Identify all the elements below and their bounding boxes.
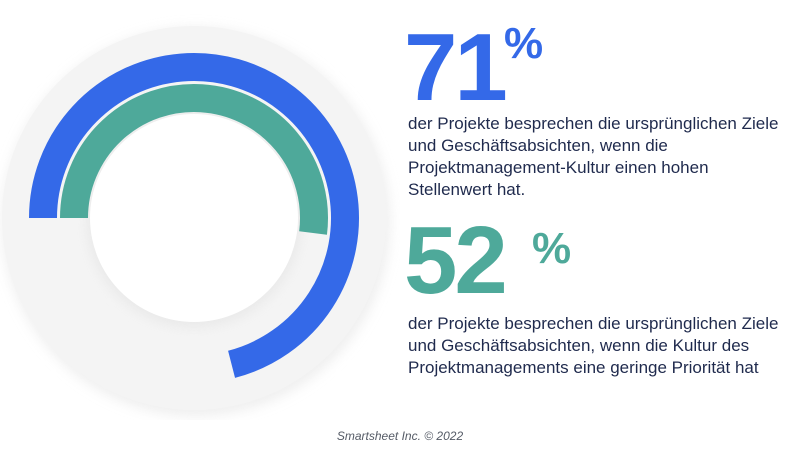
stat-1-number: 71 <box>404 14 508 121</box>
stat-1-description: der Projekte besprechen die ursprünglich… <box>408 114 779 199</box>
footer-credit: Smartsheet Inc. © 2022 <box>336 429 464 443</box>
arc-layer <box>29 53 359 378</box>
radial-chart <box>2 26 390 416</box>
inner-disc <box>90 114 298 322</box>
stat-2-number: 52 <box>404 207 508 314</box>
stat-2-percent-sign: % <box>532 224 572 273</box>
stat-2-description: der Projekte besprechen die ursprünglich… <box>408 314 779 377</box>
radial-bar-2 <box>60 84 328 235</box>
stat-1-percent-sign: % <box>504 19 544 68</box>
radial-bar-1 <box>29 53 359 378</box>
